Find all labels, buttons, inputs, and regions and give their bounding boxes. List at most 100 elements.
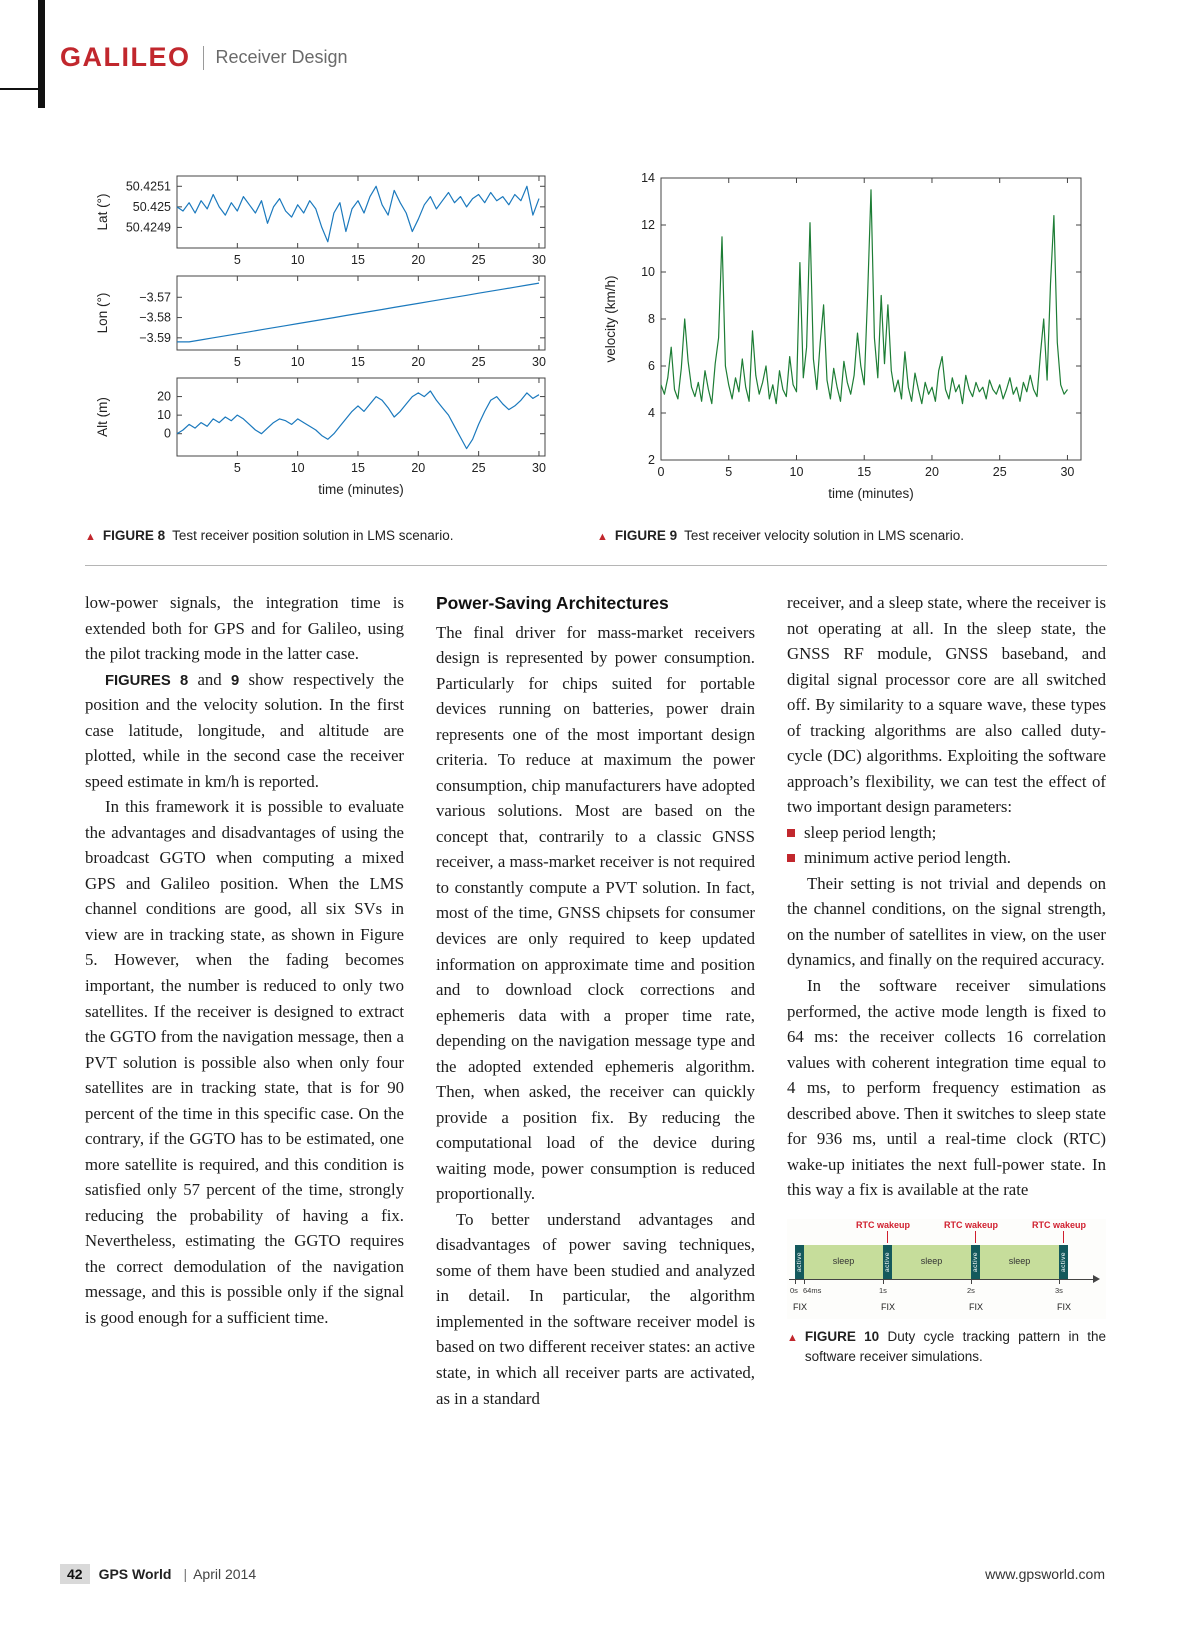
time-axis xyxy=(789,1278,1095,1280)
subsection-heading: Power-Saving Architectures xyxy=(436,593,669,613)
paragraph: The final driver for mass-market receive… xyxy=(436,622,755,1204)
time-axis-arrowhead xyxy=(1093,1275,1100,1284)
paragraph: low-power signals, the integration time … xyxy=(85,593,404,664)
figure9-caption: ▲ FIGURE 9 Test receiver velocity soluti… xyxy=(597,528,1097,543)
rtc-wakeup-label: RTC wakeup xyxy=(943,1219,998,1230)
svg-text:10: 10 xyxy=(291,253,305,267)
column-1: low-power signals, the integration time … xyxy=(85,590,404,1411)
bullet-square-icon xyxy=(787,828,795,837)
svg-text:10: 10 xyxy=(291,461,305,475)
figure8-lon-plot: 5 10 15 20 25 30 −3.57 −3.58 −3.59 Lon (°) xyxy=(85,270,555,372)
paragraph: receiver, and a sleep state, where the r… xyxy=(787,593,1106,817)
bullet-item: minimum active period length. xyxy=(787,845,1106,871)
svg-text:15: 15 xyxy=(351,355,365,369)
paragraph: To better understand advantages and disa… xyxy=(436,1209,755,1408)
axis-tick-label: 1s xyxy=(879,1285,887,1295)
header-horizontal-line xyxy=(0,88,38,90)
rtc-wakeup-label: RTC wakeup xyxy=(855,1219,910,1230)
svg-text:10: 10 xyxy=(790,465,804,479)
svg-text:Alt (m): Alt (m) xyxy=(95,397,110,437)
active-segment: active xyxy=(1059,1244,1068,1279)
svg-text:12: 12 xyxy=(641,218,655,232)
svg-text:20: 20 xyxy=(157,390,171,404)
figure8-caption-label: FIGURE 8 xyxy=(102,528,166,543)
svg-text:50.425: 50.425 xyxy=(133,200,171,214)
bullet-item: sleep period length; xyxy=(787,820,1106,846)
svg-text:10: 10 xyxy=(157,408,171,422)
svg-text:10: 10 xyxy=(641,265,655,279)
column-3: receiver, and a sleep state, where the r… xyxy=(787,590,1106,1411)
svg-text:4: 4 xyxy=(648,406,655,420)
axis-tick-label: 2s xyxy=(967,1285,975,1295)
figure9-caption-label: FIGURE 9 xyxy=(614,528,678,543)
rtc-arrow xyxy=(887,1230,888,1243)
masthead-divider xyxy=(202,45,204,70)
website-url: www.gpsworld.com xyxy=(985,1566,1105,1582)
svg-text:25: 25 xyxy=(472,253,486,267)
svg-text:6: 6 xyxy=(648,359,655,373)
sleep-segment: sleep xyxy=(892,1244,971,1279)
figure10-diagram: RTC wakeup RTC wakeup RTC wakeup active … xyxy=(787,1218,1106,1319)
rtc-arrow xyxy=(1063,1230,1064,1243)
svg-text:20: 20 xyxy=(411,461,425,475)
figure8-caption: ▲ FIGURE 8 Test receiver position soluti… xyxy=(85,528,555,543)
axis-tick-label: 64ms xyxy=(803,1285,822,1295)
figure10-caption-body: FIGURE 10 Duty cycle tracking pattern in… xyxy=(805,1327,1106,1368)
figure9-caption-text: Test receiver velocity solution in LMS s… xyxy=(684,528,965,543)
paragraph-text: show respectively the position and the v… xyxy=(85,669,404,791)
caption-triangle-icon: ▲ xyxy=(787,1331,798,1344)
svg-text:30: 30 xyxy=(1060,465,1074,479)
page-number: 42 xyxy=(60,1564,90,1584)
figure8-alt-plot: 5 10 15 20 25 30 0 10 20 Alt (m) time (minutes) xyxy=(85,372,555,512)
fix-label: FIX xyxy=(792,1301,807,1312)
svg-text:−3.57: −3.57 xyxy=(139,290,171,304)
svg-text:velocity (km/h): velocity (km/h) xyxy=(603,275,618,362)
figure-8: 5 10 15 20 25 30 50.4249 50.425 50.4251 Lat (°) 5… xyxy=(85,168,555,543)
sleep-segment: sleep xyxy=(804,1244,883,1279)
caption-triangle-icon: ▲ xyxy=(597,531,608,543)
svg-text:−3.59: −3.59 xyxy=(139,331,171,345)
svg-text:50.4251: 50.4251 xyxy=(126,179,171,193)
svg-text:25: 25 xyxy=(472,461,486,475)
bullet-text: minimum active period length. xyxy=(804,848,1011,868)
fix-label: FIX xyxy=(1056,1301,1071,1312)
svg-text:25: 25 xyxy=(993,465,1007,479)
section-title: Receiver Design xyxy=(215,47,348,67)
column-2: Power-Saving Architectures The final dri… xyxy=(436,590,755,1411)
axis-tick-label: 3s xyxy=(1055,1285,1063,1295)
figure10-caption: ▲ FIGURE 10 Duty cycle tracking pattern … xyxy=(787,1327,1106,1368)
page-footer: 42 GPS World | April 2014 www.gpsworld.c… xyxy=(60,1564,1105,1584)
svg-text:5: 5 xyxy=(234,461,241,475)
figure-9: 0 5 10 15 20 25 30 2 4 6 8 10 12 14 velocity (km/h) tim… xyxy=(597,168,1097,543)
bullet-text: sleep period length; xyxy=(804,822,937,842)
svg-text:15: 15 xyxy=(857,465,871,479)
article-body: low-power signals, the integration time … xyxy=(85,590,1107,1411)
footer-separator: | xyxy=(183,1566,188,1582)
section-masthead: GALILEO Receiver Design xyxy=(60,42,348,73)
section-rule xyxy=(85,565,1107,566)
active-segment: active xyxy=(795,1244,804,1279)
figure-reference: FIGURES 8 xyxy=(105,672,189,689)
axis-tick xyxy=(804,1278,805,1284)
header-vertical-bar xyxy=(38,0,45,108)
figure-reference: 9 xyxy=(230,672,240,689)
axis-tick xyxy=(883,1278,884,1284)
fix-label: FIX xyxy=(880,1301,895,1312)
fix-label: FIX xyxy=(968,1301,983,1312)
figure-10: RTC wakeup RTC wakeup RTC wakeup active … xyxy=(787,1218,1106,1368)
svg-text:30: 30 xyxy=(532,355,546,369)
svg-text:10: 10 xyxy=(291,355,305,369)
svg-text:2: 2 xyxy=(648,453,655,467)
svg-text:time (minutes): time (minutes) xyxy=(828,486,914,501)
issue-date: April 2014 xyxy=(193,1566,257,1582)
svg-text:5: 5 xyxy=(234,253,241,267)
svg-text:0: 0 xyxy=(164,427,171,441)
svg-text:15: 15 xyxy=(351,253,365,267)
figure10-caption-text: Duty cycle tracking pattern in the softw… xyxy=(804,1328,1106,1365)
axis-tick xyxy=(795,1278,796,1284)
svg-text:50.4249: 50.4249 xyxy=(126,220,171,234)
svg-text:25: 25 xyxy=(472,355,486,369)
caption-triangle-icon: ▲ xyxy=(85,531,96,543)
figure9-velocity-plot: 0 5 10 15 20 25 30 2 4 6 8 10 12 14 velocity (km/h) tim… xyxy=(597,168,1097,512)
